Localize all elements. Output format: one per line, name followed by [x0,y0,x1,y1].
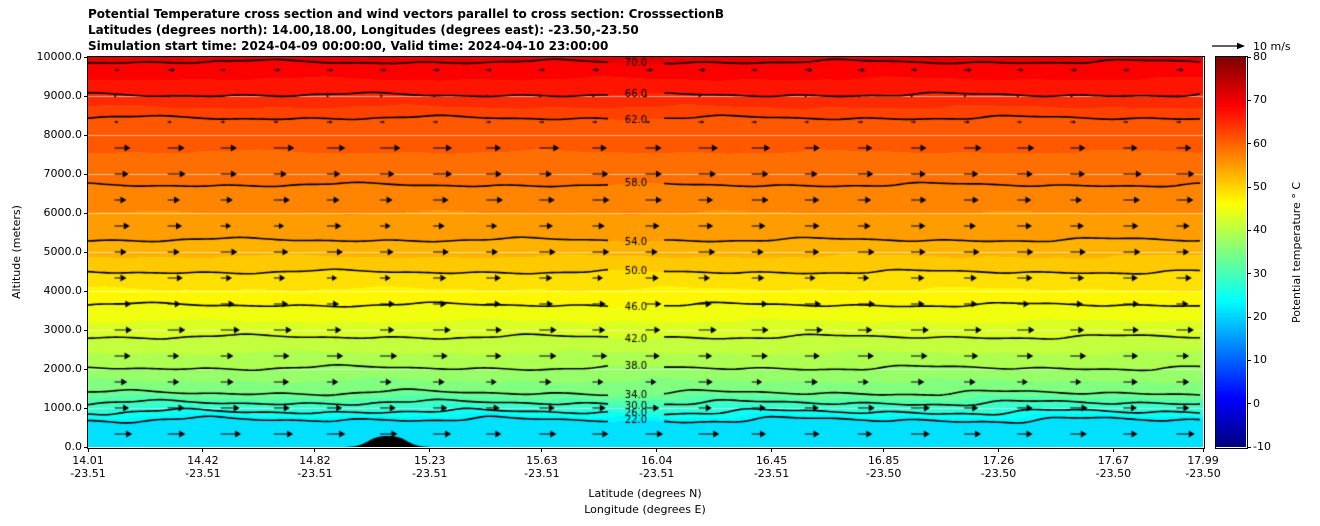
x-tick-mark [202,448,204,452]
colorbar-tick-mark [1247,186,1251,188]
x-tick-label: 14.82 -23.51 [280,454,350,480]
x-axis-label-longitude: Longitude (degrees E) [584,503,706,516]
x-tick-longitude: -23.50 [1185,467,1221,480]
x-tick-latitude: 17.67 [1097,454,1130,467]
y-tick-mark [84,173,88,175]
y-tick-mark [84,329,88,331]
y-tick-label: 8000.0 [43,128,83,141]
y-tick-label: 5000.0 [43,245,83,258]
y-tick-label: 1000.0 [43,401,83,414]
colorbar-tick-label: 0 [1253,396,1260,410]
x-tick-label: 17.99 -23.50 [1168,454,1238,480]
x-tick-mark [541,448,543,452]
y-tick-mark [84,95,88,97]
x-tick-label: 14.42 -23.51 [168,454,238,480]
x-tick-label: 15.63 -23.51 [507,454,577,480]
colorbar-tick-label: 70 [1253,93,1267,107]
quiver-key-arrow-icon [1212,42,1245,50]
x-tick-latitude: 16.04 [640,454,673,467]
x-tick-label: 17.26 -23.50 [963,454,1033,480]
x-tick-latitude: 17.26 [982,454,1015,467]
cross-section-plot-canvas [88,57,1203,447]
colorbar-tick-mark [1247,446,1251,448]
title-line-1: Potential Temperature cross section and … [88,7,725,21]
x-tick-latitude: 14.01 [72,454,104,467]
x-tick-latitude: 15.63 [526,454,558,467]
x-tick-mark [656,448,658,452]
y-tick-mark [84,290,88,292]
title-line-2: Latitudes (degrees north): 14.00,18.00, … [88,23,639,37]
y-tick-mark [84,368,88,370]
y-tick-mark [84,134,88,136]
x-tick-latitude: 16.85 [867,454,900,467]
title-line-3: Simulation start time: 2024-04-09 00:00:… [88,39,609,53]
x-tick-mark [997,448,999,452]
y-tick-mark [84,446,88,448]
y-tick-label: 9000.0 [43,89,83,102]
x-tick-longitude: -23.51 [70,467,106,480]
y-tick-label: 7000.0 [43,167,83,180]
x-tick-longitude: -23.50 [865,467,902,480]
x-tick-label: 17.67 -23.50 [1078,454,1148,480]
quiver-key-label: 10 m/s [1253,40,1291,53]
colorbar-label: Potential temperature ° C [1290,181,1303,323]
x-tick-longitude: -23.50 [980,467,1017,480]
x-tick-mark [429,448,431,452]
colorbar-tick-label: 40 [1253,223,1267,237]
x-tick-label: 16.85 -23.50 [849,454,919,480]
colorbar-tick-label: -10 [1253,440,1271,453]
colorbar-tick-mark [1247,99,1251,101]
colorbar [1216,57,1246,447]
x-tick-longitude: -23.51 [185,467,221,480]
colorbar-tick-mark [1247,56,1251,58]
x-axis-label-latitude: Latitude (degrees N) [588,487,702,500]
y-tick-label: 4000.0 [43,284,83,297]
y-tick-mark [84,407,88,409]
colorbar-tick-label: 30 [1253,266,1267,280]
y-tick-mark [84,56,88,58]
x-tick-longitude: -23.51 [753,467,790,480]
x-tick-longitude: -23.50 [1095,467,1132,480]
x-tick-latitude: 16.45 [755,454,788,467]
x-tick-latitude: 17.99 [1187,454,1219,467]
x-tick-label: 16.04 -23.51 [622,454,692,480]
y-tick-label: 10000.0 [36,50,83,63]
colorbar-tick-label: 50 [1253,180,1267,193]
y-tick-label: 0.0 [64,440,83,453]
y-tick-label: 3000.0 [43,323,83,336]
x-tick-mark [87,448,89,452]
x-tick-longitude: -23.51 [297,467,333,480]
colorbar-tick-mark [1247,143,1251,145]
x-tick-mark [883,448,885,452]
x-tick-latitude: 14.42 [187,454,219,467]
chart-title: Potential Temperature cross section and … [88,6,724,54]
x-tick-mark [771,448,773,452]
colorbar-tick-mark [1247,403,1251,405]
colorbar-tick-mark [1247,359,1251,361]
colorbar-tick-label: 10 [1253,353,1267,367]
colorbar-tick-label: 60 [1253,136,1267,150]
x-tick-label: 14.01 -23.51 [53,454,123,480]
y-tick-label: 2000.0 [43,362,83,375]
x-tick-longitude: -23.51 [524,467,560,480]
x-tick-mark [1202,448,1204,452]
colorbar-tick-label: 20 [1253,310,1267,323]
x-tick-label: 16.45 -23.51 [737,454,807,480]
y-tick-label: 6000.0 [43,206,83,219]
colorbar-tick-mark [1247,316,1251,318]
x-tick-label: 15.23 -23.51 [395,454,465,480]
colorbar-tick-label: 80 [1253,50,1267,63]
colorbar-tick-mark [1247,273,1251,275]
x-tick-latitude: 14.82 [299,454,331,467]
x-tick-mark [1112,448,1114,452]
x-tick-mark [314,448,316,452]
y-tick-mark [84,212,88,214]
colorbar-tick-mark [1247,229,1251,231]
x-tick-longitude: -23.51 [412,467,448,480]
y-tick-mark [84,251,88,253]
x-tick-latitude: 15.23 [414,454,446,467]
x-tick-longitude: -23.51 [638,467,675,480]
